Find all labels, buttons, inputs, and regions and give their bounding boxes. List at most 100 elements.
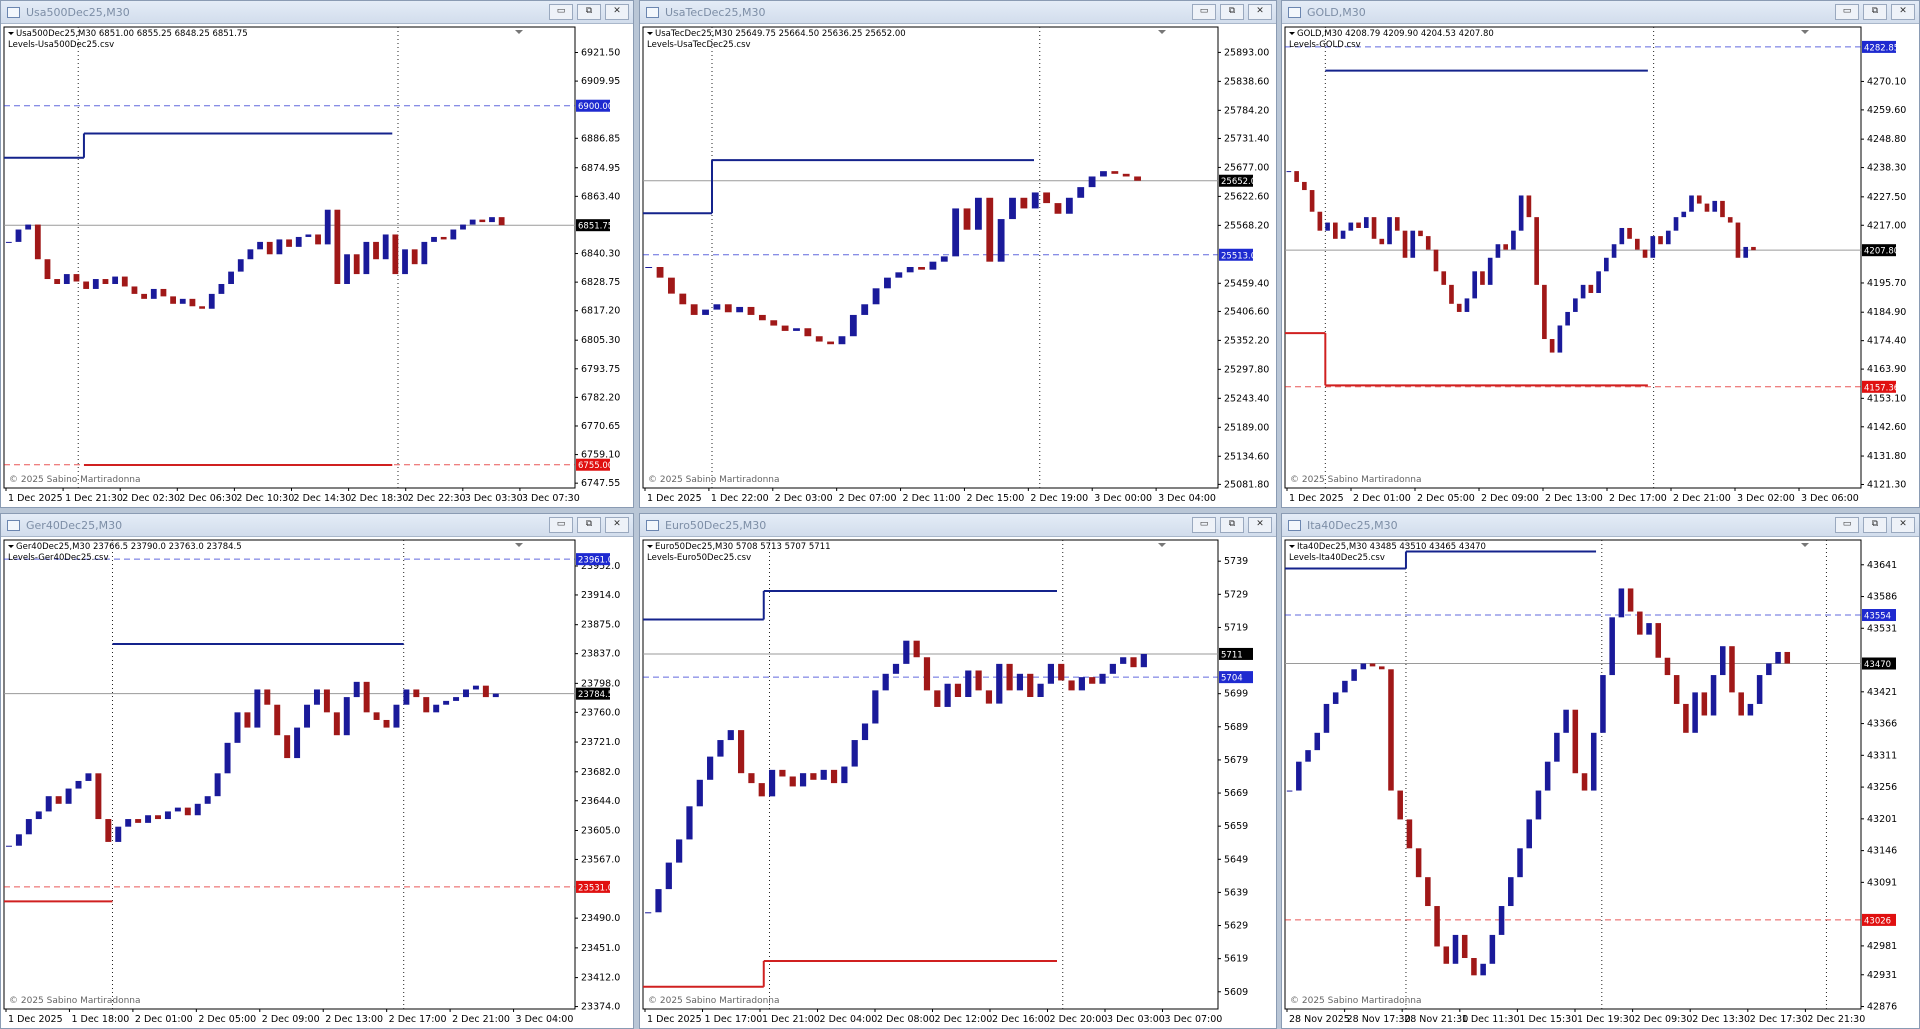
copyright: © 2025 Sabino Martiradonna	[1290, 475, 1422, 485]
close-button[interactable]: ✕	[1891, 517, 1915, 533]
minimize-button[interactable]: ▭	[1192, 4, 1216, 20]
close-button[interactable]: ✕	[1248, 4, 1272, 20]
candle	[135, 819, 142, 823]
candle	[1388, 669, 1394, 791]
minimize-button[interactable]: ▭	[1835, 4, 1859, 20]
candle	[1590, 732, 1597, 791]
window-icon	[7, 519, 20, 531]
candle	[25, 819, 32, 835]
candle	[170, 296, 177, 304]
candle	[443, 700, 450, 705]
candle	[838, 336, 846, 345]
chart-window: Ita40Dec25,M30 ▭ ⧉ ✕ 43641 43586 43531 43421 433…	[1281, 513, 1920, 1029]
minimize-button[interactable]: ▭	[549, 517, 573, 533]
title-bar: Usa500Dec25,M30 ▭ ⧉ ✕	[1, 1, 633, 24]
candle	[1296, 761, 1302, 791]
price-label-box	[576, 687, 610, 700]
window-icon	[7, 6, 20, 18]
candle	[1360, 663, 1367, 670]
candle	[1089, 677, 1096, 684]
candle	[707, 756, 714, 780]
x-tick-label: 3 Dec 00:00	[1094, 493, 1152, 504]
candle	[294, 727, 301, 759]
level-label: 43554	[1864, 612, 1891, 622]
candle	[54, 279, 61, 284]
price-label-box	[1862, 657, 1896, 670]
y-tick-label: 42876	[1867, 1002, 1897, 1013]
minimize-button[interactable]: ▭	[1835, 517, 1859, 533]
candle	[125, 819, 132, 827]
window-icon	[1288, 519, 1301, 531]
candle	[1088, 176, 1096, 188]
y-tick-label: 23914.0	[581, 590, 620, 601]
candle	[1627, 227, 1632, 239]
x-tick-label: 2 Dec 02:30	[122, 493, 180, 504]
x-tick-label: 1 Dec 15:30	[1519, 1014, 1577, 1025]
y-tick-label: 6828.75	[581, 277, 620, 288]
candle	[1535, 790, 1542, 820]
x-tick-label: 3 Dec 03:30	[465, 493, 523, 504]
maximize-button[interactable]: ⧉	[1863, 517, 1887, 533]
chart-marker	[1289, 32, 1295, 35]
close-button[interactable]: ✕	[605, 517, 629, 533]
x-tick-label: 1 Dec 18:00	[71, 1014, 129, 1025]
one-click-arrow	[1158, 30, 1166, 34]
one-click-arrow	[515, 543, 523, 547]
minimize-button[interactable]: ▭	[549, 4, 573, 20]
x-tick-label: 3 Dec 04:00	[1158, 493, 1216, 504]
candle	[1683, 703, 1689, 733]
y-tick-label: 25838.60	[1224, 76, 1269, 87]
candle	[974, 197, 982, 230]
candle	[63, 274, 70, 284]
y-tick-label: 23952.0	[581, 561, 620, 572]
maximize-button[interactable]: ⧉	[577, 4, 601, 20]
maximize-button[interactable]: ⧉	[577, 517, 601, 533]
candle	[1077, 187, 1085, 198]
candle	[1379, 238, 1385, 245]
maximize-button[interactable]: ⧉	[1863, 4, 1887, 20]
y-tick-label: 23798.0	[581, 678, 620, 689]
x-tick-label: 2 Dec 19:00	[1030, 493, 1088, 504]
candle	[1495, 244, 1501, 258]
x-tick-label: 1 Dec 2025	[647, 1014, 702, 1025]
close-button[interactable]: ✕	[1891, 4, 1915, 20]
indicator-name: Levels-Euro50Dec25.csv	[647, 553, 751, 563]
candle	[830, 769, 838, 784]
x-tick-label: 2 Dec 14:30	[294, 493, 352, 504]
candle	[997, 219, 1005, 262]
close-button[interactable]: ✕	[605, 4, 629, 20]
chart-window: UsaTecDec25,M30 ▭ ⧉ ✕ 25893.00 25838.60 25784.…	[639, 0, 1277, 508]
candle	[1526, 195, 1532, 218]
close-button[interactable]: ✕	[1248, 517, 1272, 533]
candle	[160, 288, 167, 297]
candle	[668, 277, 675, 294]
y-tick-label: 4248.80	[1867, 134, 1906, 145]
maximize-button[interactable]: ⧉	[1220, 4, 1244, 20]
candle	[1402, 230, 1408, 258]
candle	[55, 796, 62, 804]
chart-window: GOLD,M30 ▭ ⧉ ✕ 4270.10 4259.60 4248.80 4238.30 4…	[1281, 0, 1920, 508]
candle	[738, 730, 745, 774]
candle	[237, 259, 244, 272]
candle	[1775, 651, 1781, 664]
candle	[1692, 692, 1698, 733]
y-tick-label: 23412.0	[581, 973, 620, 984]
candle	[121, 276, 128, 287]
y-tick-label: 43256	[1867, 782, 1897, 793]
candle	[713, 304, 721, 310]
candle	[1719, 646, 1726, 676]
maximize-button[interactable]: ⧉	[1220, 517, 1244, 533]
x-tick-label: 1 Dec 2025	[8, 493, 63, 504]
candle	[1554, 732, 1560, 762]
window-title: UsaTecDec25,M30	[665, 5, 766, 19]
one-click-arrow	[1801, 30, 1809, 34]
candle	[1058, 663, 1065, 681]
minimize-button[interactable]: ▭	[1192, 517, 1216, 533]
candle	[1020, 197, 1028, 209]
x-tick-label: 2 Dec 09:00	[262, 1014, 320, 1025]
candle	[1673, 675, 1680, 704]
candle	[1580, 284, 1586, 299]
candle	[164, 811, 171, 820]
level-label-box	[1862, 40, 1896, 53]
candle	[882, 673, 889, 691]
